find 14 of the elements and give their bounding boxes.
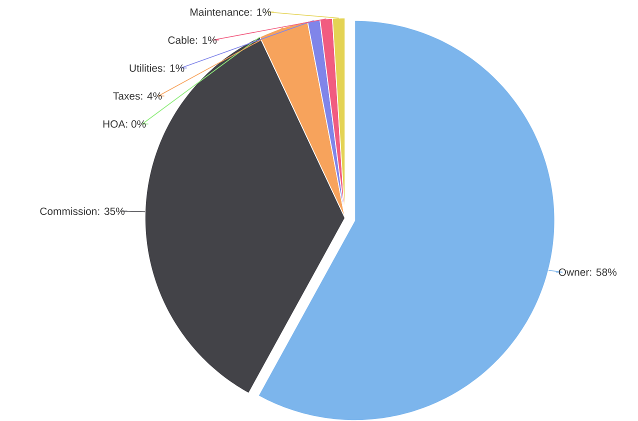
slice-label: Owner	[558, 268, 589, 276]
data-label: : 1%	[164, 64, 184, 72]
data-label: : 58%	[590, 268, 617, 276]
slice-label: Commission	[40, 207, 97, 215]
slice-label: Cable	[168, 36, 195, 44]
data-label: : 1%	[250, 8, 272, 16]
data-label: : 35%	[98, 208, 125, 215]
category-label: HOA	[103, 120, 126, 128]
data-label: : 4%	[141, 92, 162, 100]
slice-label: Taxes	[113, 92, 140, 100]
data-label: : 1%	[196, 36, 217, 44]
text: : 0%	[126, 120, 146, 128]
slice-label: Utilities	[130, 64, 162, 72]
slice-label: Maintenance	[190, 8, 250, 16]
